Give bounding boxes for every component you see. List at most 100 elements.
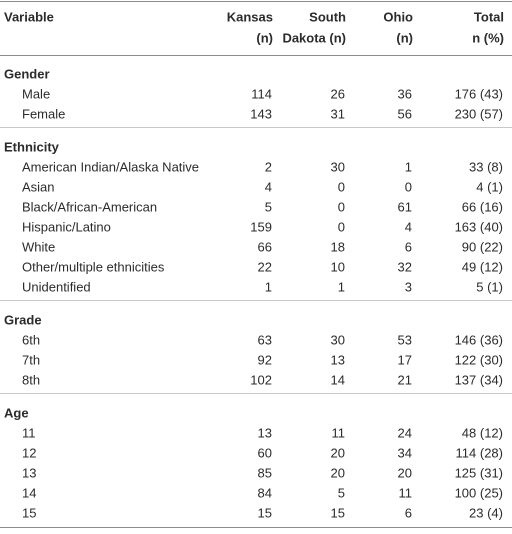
cell: 0 xyxy=(405,179,412,194)
row-label: White xyxy=(22,239,55,254)
cell: 0 xyxy=(338,199,345,214)
cell: 6 xyxy=(405,239,412,254)
cell: 10 xyxy=(331,259,345,274)
cell: 114 xyxy=(251,86,272,101)
row-label: Other/multiple ethnicities xyxy=(22,259,165,274)
cell: 85 xyxy=(258,465,272,480)
row-label: Female xyxy=(22,106,65,121)
cell: 23 (4) xyxy=(469,505,503,520)
cell: 3 xyxy=(405,279,412,294)
cell: 4 (1) xyxy=(476,179,503,194)
cell: 17 xyxy=(398,352,412,367)
cell: 90 (22) xyxy=(462,239,503,254)
cell: 4 xyxy=(405,219,412,234)
header-cell: South xyxy=(309,9,346,24)
cell: 26 xyxy=(331,86,345,101)
header-cell: Ohio xyxy=(383,9,413,24)
cell: 0 xyxy=(338,179,345,194)
cell: 36 xyxy=(398,86,412,101)
cell: 0 xyxy=(338,219,345,234)
row-label: 8th xyxy=(22,372,40,387)
cell: 33 (8) xyxy=(469,159,503,174)
header-cell: Variable xyxy=(4,9,54,24)
cell: 102 xyxy=(250,372,272,387)
cell: 66 (16) xyxy=(462,199,503,214)
section-heading: Gender xyxy=(4,66,50,81)
row-label: 6th xyxy=(22,332,40,347)
row-label: Hispanic/Latino xyxy=(22,219,111,234)
row-label: Asian xyxy=(22,179,55,194)
cell: 32 xyxy=(398,259,412,274)
cell: 34 xyxy=(398,445,412,460)
cell: 5 xyxy=(338,485,345,500)
cell: 20 xyxy=(331,445,345,460)
cell: 30 xyxy=(331,332,345,347)
cell: 5 (1) xyxy=(476,279,503,294)
row-label: 13 xyxy=(22,465,36,480)
row-label: 15 xyxy=(22,505,36,520)
cell: 15 xyxy=(331,505,345,520)
cell: 163 (40) xyxy=(455,219,503,234)
cell: 11 xyxy=(399,485,413,500)
cell: 137 (34) xyxy=(455,372,503,387)
cell: 230 (57) xyxy=(455,106,503,121)
cell: 24 xyxy=(398,425,412,440)
cell: 122 (30) xyxy=(455,352,503,367)
cell: 49 (12) xyxy=(462,259,503,274)
cell: 20 xyxy=(331,465,345,480)
cell: 159 xyxy=(250,219,272,234)
cell: 1 xyxy=(338,279,345,294)
header-cell: (n) xyxy=(396,30,413,45)
cell: 1 xyxy=(265,279,272,294)
cell: 66 xyxy=(258,239,272,254)
cell: 13 xyxy=(258,425,272,440)
cell: 92 xyxy=(258,352,272,367)
cell: 125 (31) xyxy=(455,465,503,480)
cell: 11 xyxy=(332,425,346,440)
cell: 20 xyxy=(398,465,412,480)
section-heading: Ethnicity xyxy=(4,139,60,154)
cell: 30 xyxy=(331,159,345,174)
section-heading: Age xyxy=(4,405,29,420)
cell: 84 xyxy=(258,485,272,500)
cell: 60 xyxy=(258,445,272,460)
cell: 21 xyxy=(398,372,412,387)
row-label: 12 xyxy=(22,445,36,460)
cell: 18 xyxy=(331,239,345,254)
cell: 6 xyxy=(405,505,412,520)
cell: 31 xyxy=(331,106,345,121)
cell: 61 xyxy=(398,199,412,214)
row-label: 14 xyxy=(22,485,36,500)
row-label: American Indian/Alaska Native xyxy=(22,159,199,174)
cell: 15 xyxy=(258,505,272,520)
cell: 53 xyxy=(398,332,412,347)
cell: 143 xyxy=(250,106,272,121)
cell: 100 (25) xyxy=(455,485,503,500)
header-cell: Total xyxy=(474,9,504,24)
cell: 114 (28) xyxy=(456,445,503,460)
cell: 56 xyxy=(398,106,412,121)
cell: 146 (36) xyxy=(455,332,503,347)
cell: 48 (12) xyxy=(462,425,503,440)
row-label: 7th xyxy=(22,352,40,367)
cell: 4 xyxy=(265,179,272,194)
cell: 1 xyxy=(405,159,412,174)
cell: 2 xyxy=(265,159,272,174)
header-cell: Kansas xyxy=(227,9,273,24)
cell: 14 xyxy=(331,372,345,387)
header-cell: n (%) xyxy=(472,30,504,45)
cell: 176 (43) xyxy=(455,86,503,101)
header-cell: (n) xyxy=(256,30,273,45)
row-label: Black/African-American xyxy=(22,199,157,214)
row-label: Male xyxy=(22,86,50,101)
cell: 5 xyxy=(265,199,272,214)
cell: 13 xyxy=(331,352,345,367)
cell: 63 xyxy=(258,332,272,347)
cell: 22 xyxy=(258,259,272,274)
row-label: Unidentified xyxy=(22,279,91,294)
row-label: 11 xyxy=(22,425,36,440)
section-heading: Grade xyxy=(4,312,42,327)
header-cell: Dakota (n) xyxy=(282,30,346,45)
